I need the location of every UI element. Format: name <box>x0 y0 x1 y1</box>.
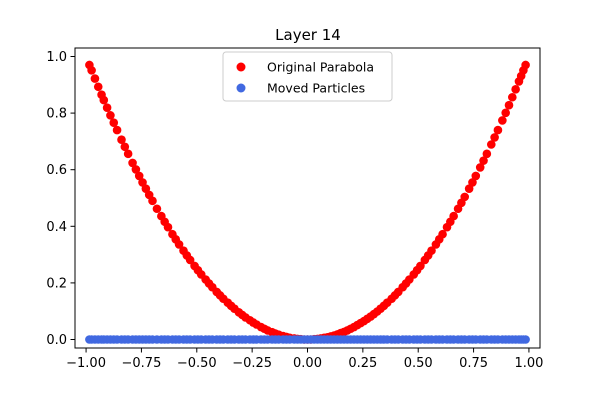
data-point <box>106 111 115 120</box>
data-point <box>475 163 485 172</box>
data-point <box>163 222 173 232</box>
x-tick-label: 0.25 <box>348 356 377 371</box>
x-axis-ticks: −1.00 −0.75 −0.50 −0.25 0.00 0.25 0.50 0.75 1.00 <box>66 348 543 371</box>
data-point <box>131 165 141 174</box>
x-tick-label: 0.75 <box>459 356 488 371</box>
data-point <box>438 229 447 239</box>
data-point <box>471 171 481 181</box>
x-tick-label: −1.00 <box>66 356 106 371</box>
data-point <box>501 108 510 118</box>
y-axis-ticks: 0.0 0.2 0.4 0.6 0.8 1.0 <box>46 50 75 348</box>
data-point <box>468 178 477 187</box>
data-point <box>99 95 109 105</box>
legend-marker <box>236 83 246 93</box>
x-tick-label: 1.00 <box>514 356 543 371</box>
x-tick-label: −0.50 <box>177 356 217 371</box>
data-point <box>508 92 517 102</box>
data-point <box>416 261 425 271</box>
chart-title: Layer 14 <box>275 26 341 44</box>
y-tick-label: 0.2 <box>46 276 67 291</box>
x-tick-label: 0.50 <box>404 356 433 371</box>
data-point <box>486 140 496 149</box>
x-tick-label: 0.00 <box>293 356 322 371</box>
data-point <box>482 149 492 159</box>
data-point <box>498 116 507 125</box>
series-1 <box>85 335 530 344</box>
plot-points <box>85 60 530 344</box>
data-point <box>521 335 530 344</box>
data-point <box>102 103 112 113</box>
legend-box <box>222 51 393 102</box>
data-point <box>427 246 436 255</box>
y-tick-label: 0.0 <box>46 333 67 348</box>
data-point <box>148 196 157 206</box>
y-tick-label: 0.4 <box>46 220 67 235</box>
data-point <box>109 118 119 128</box>
data-point <box>174 240 184 249</box>
data-point <box>449 211 458 221</box>
legend-label: Moved Particles <box>267 81 365 96</box>
y-tick-label: 0.8 <box>46 107 67 122</box>
data-point <box>112 125 122 135</box>
data-point <box>479 156 488 165</box>
data-point <box>521 60 530 70</box>
x-tick-label: −0.25 <box>232 356 272 371</box>
data-point <box>120 142 130 152</box>
legend-marker <box>236 62 246 72</box>
data-point <box>152 204 162 214</box>
data-point <box>493 125 503 135</box>
data-point <box>490 133 499 142</box>
data-point <box>93 82 103 92</box>
data-point <box>511 85 520 94</box>
data-point <box>504 100 514 110</box>
data-point <box>134 171 144 181</box>
data-point <box>90 74 100 83</box>
data-point <box>87 66 96 75</box>
y-tick-label: 1.0 <box>46 50 67 65</box>
legend-label: Original Parabola <box>267 60 374 75</box>
y-tick-label: 0.6 <box>46 163 67 178</box>
data-point <box>123 149 133 159</box>
data-point <box>117 135 126 144</box>
x-tick-label: −0.75 <box>122 356 162 371</box>
data-point <box>460 192 470 202</box>
legend: Original Parabola Moved Particles <box>222 51 393 102</box>
data-point <box>128 158 137 168</box>
data-point <box>185 255 195 265</box>
